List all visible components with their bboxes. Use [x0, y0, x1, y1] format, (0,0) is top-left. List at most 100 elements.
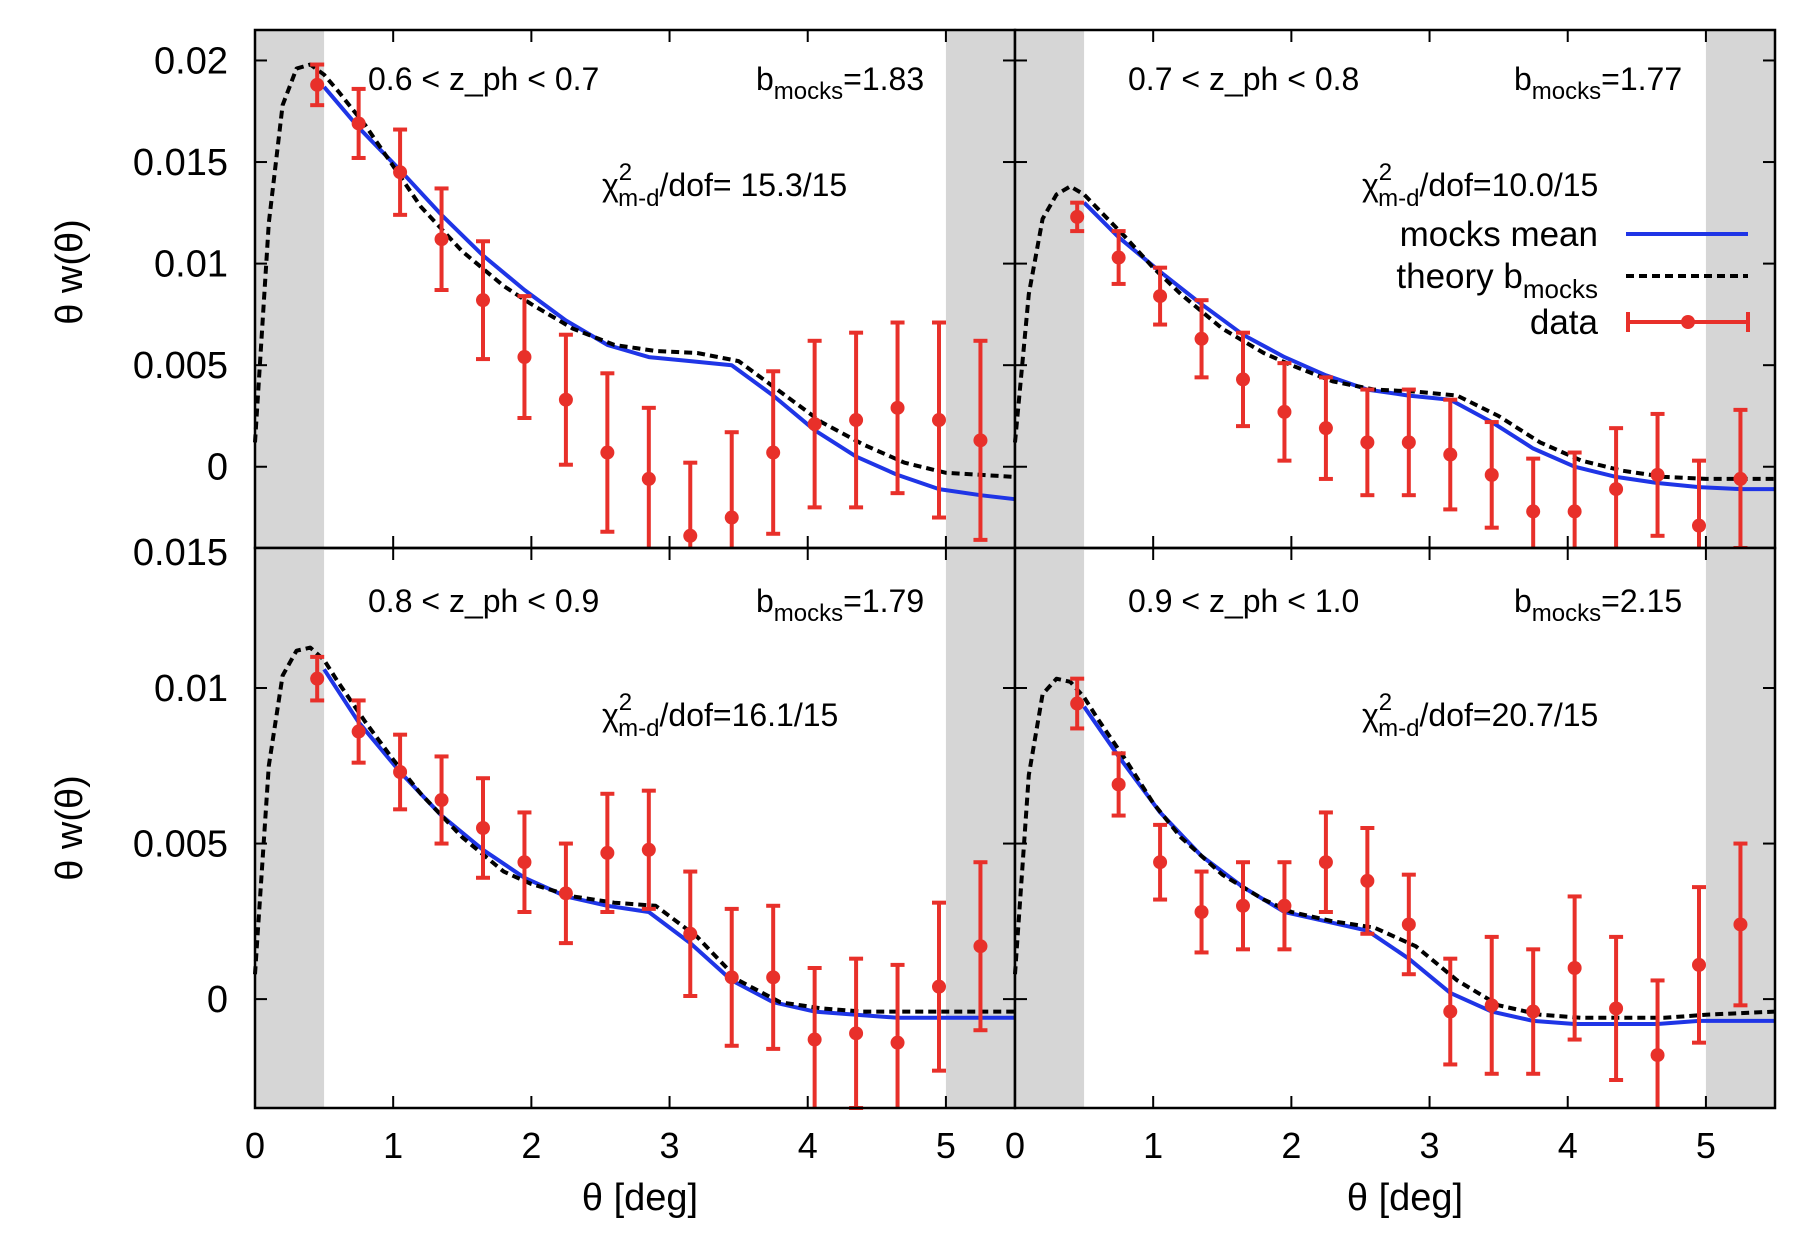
y-tick-label-2: 0.01: [154, 244, 228, 286]
x-tick-label-3: 3: [1420, 1125, 1440, 1166]
data-point-3: [434, 793, 449, 807]
data-point-4: [1236, 898, 1250, 913]
chi2-label-sub: m-d: [618, 715, 659, 742]
x-tick-label-0: 0: [245, 1125, 265, 1166]
chi2-label-main: χ: [1362, 697, 1379, 733]
chi2-label-main: χ: [602, 167, 619, 203]
y-tick-label-1: 0.005: [133, 824, 228, 866]
data-point-5: [517, 350, 532, 365]
chi2-label-value: /dof=16.1/15: [660, 697, 839, 733]
data-point-14: [1650, 1048, 1665, 1063]
data-point-7: [600, 445, 615, 460]
bias-label-sub: mocks: [1532, 78, 1601, 105]
data-point-11: [766, 445, 781, 460]
y-axis-title-bottom: θ w(θ): [49, 775, 91, 881]
data-point-8: [641, 842, 656, 857]
data-point-8: [1401, 435, 1416, 450]
data-point-5: [517, 855, 532, 870]
bias-label-value: =1.79: [843, 583, 924, 619]
data-point-9: [1443, 447, 1458, 462]
data-point-4: [476, 293, 490, 308]
x-tick-label-5: 5: [936, 1125, 956, 1166]
panel-top-right: 0.7 < z_ph < 0.8 bmocks=1.77 χ2 m-d/dof=1…: [1013, 28, 1777, 550]
data-point-12: [807, 417, 822, 432]
data-point-2: [1153, 289, 1168, 304]
data-point-3: [1194, 905, 1209, 919]
x-tick-label-1: 1: [383, 1125, 403, 1166]
x-tick-label-3: 3: [660, 1125, 680, 1166]
data-point-13: [849, 1026, 864, 1041]
chi2-label: χ2 m-d/dof=16.1/15: [602, 689, 838, 742]
x-tick-label-4: 4: [1558, 1125, 1578, 1166]
data-point-14: [890, 400, 905, 415]
bias-label-value: =2.15: [1601, 583, 1682, 619]
bias-label-sub: mocks: [774, 78, 843, 105]
y-tick-label-3: 0.005: [133, 345, 228, 387]
mocks-mean-curve: [322, 85, 1016, 502]
chi2-label-sup: 2: [1379, 689, 1392, 716]
data-point-13: [1609, 482, 1624, 497]
bias-label-main: b: [756, 583, 774, 619]
chi2-label: χ2 m-d/dof= 15.3/15: [602, 159, 847, 212]
panel-top-left: 0.02 0.015 0.01 0.005 0 0.6 < z_ph < 0.7 bmo…: [133, 28, 1017, 550]
bias-label-sub: mocks: [1532, 600, 1601, 627]
theory-curve: [1013, 184, 1775, 481]
bias-label-sub: mocks: [774, 600, 843, 627]
bias-label-value: =1.83: [843, 61, 924, 97]
chi2-label-value: /dof=10.0/15: [1420, 167, 1599, 203]
data-point-0: [1070, 696, 1085, 711]
data-point-12: [1567, 504, 1582, 519]
bias-label: bmocks=2.15: [1514, 583, 1682, 627]
data-point-6: [1318, 421, 1333, 436]
data-point-15: [932, 413, 946, 428]
data-point-1: [351, 116, 366, 131]
panel-frame: [1013, 546, 1777, 1110]
data-point-12: [807, 1032, 822, 1047]
data-point-10: [1484, 467, 1499, 482]
bias-label-main: b: [756, 61, 774, 97]
data-point-4: [1236, 372, 1250, 387]
data-point-7: [1360, 873, 1375, 888]
stray-tick-label: 0.015: [133, 532, 228, 574]
bias-label: bmocks=1.77: [1514, 61, 1682, 105]
chi2-label-main: χ: [1362, 167, 1379, 203]
panel-frame: [253, 28, 1017, 550]
redshift-bin-label: 0.8 < z_ph < 0.9: [368, 583, 599, 619]
theory-curve: [253, 645, 1015, 1014]
chi2-label-sup: 2: [619, 159, 632, 186]
bias-label-value: =1.77: [1601, 61, 1682, 97]
shaded-region-0: [1015, 30, 1085, 548]
chi2-label-sup: 2: [1379, 159, 1392, 186]
data-point-1: [1111, 777, 1126, 792]
x-axis-title-left: θ [deg]: [582, 1177, 698, 1219]
data-point-10: [724, 970, 739, 985]
chi2-label-value: /dof=20.7/15: [1420, 697, 1599, 733]
data-point-6: [1318, 855, 1333, 870]
data-point-7: [1360, 435, 1375, 450]
panel-bottom-left: 0 1 2 3 4 5 0.01 0.005 0 0.8 < z_ph < 0.9 bmocks…: [133, 546, 1017, 1166]
chi2-label-sub: m-d: [1378, 715, 1419, 742]
legend-label-theory-sub: mocks: [1523, 274, 1598, 304]
x-tick-label-1: 1: [1143, 1125, 1163, 1166]
panel-frame: [253, 546, 1017, 1110]
data-point-15: [1692, 957, 1706, 972]
y-tick-label-0: 0.01: [154, 668, 228, 710]
legend-label-theory-main: theory b: [1396, 257, 1522, 296]
x-tick-label-2: 2: [521, 1125, 541, 1166]
data-point-16: [1733, 917, 1748, 932]
data-point-2: [393, 765, 408, 779]
x-axis-title-right: θ [deg]: [1347, 1177, 1463, 1219]
bias-label: bmocks=1.83: [756, 61, 924, 105]
bias-label-main: b: [1514, 61, 1532, 97]
data-point-8: [1401, 917, 1416, 932]
data-point-6: [558, 886, 573, 901]
data-point-1: [1111, 250, 1126, 265]
data-point-9: [683, 926, 698, 941]
data-point-3: [1194, 331, 1209, 346]
redshift-bin-label: 0.6 < z_ph < 0.7: [368, 61, 599, 97]
data-point-7: [600, 845, 615, 860]
data-point-10: [1484, 998, 1499, 1013]
redshift-bin-label: 0.7 < z_ph < 0.8: [1128, 61, 1359, 97]
